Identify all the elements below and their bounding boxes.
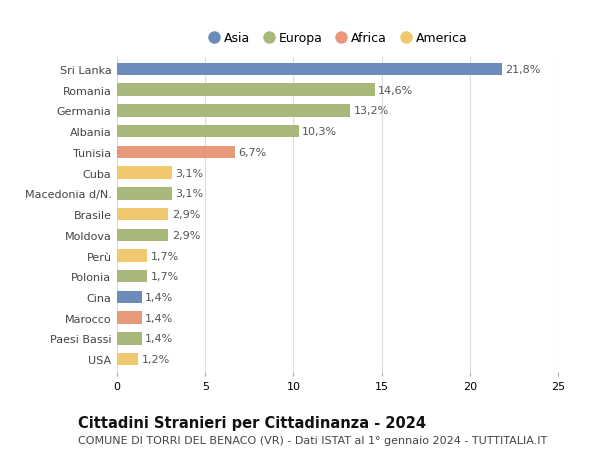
Bar [117, 64, 502, 76]
Text: 1,7%: 1,7% [151, 272, 179, 282]
Text: 1,7%: 1,7% [151, 251, 179, 261]
Text: 1,4%: 1,4% [145, 334, 173, 344]
Bar [117, 105, 350, 118]
Bar [117, 332, 142, 345]
Text: 10,3%: 10,3% [302, 127, 337, 137]
Legend: Asia, Europa, Africa, America: Asia, Europa, Africa, America [208, 32, 467, 45]
Text: 14,6%: 14,6% [378, 85, 413, 95]
Text: Cittadini Stranieri per Cittadinanza - 2024: Cittadini Stranieri per Cittadinanza - 2… [78, 415, 426, 431]
Text: 13,2%: 13,2% [353, 106, 389, 116]
Text: 3,1%: 3,1% [175, 168, 203, 178]
Text: 2,9%: 2,9% [172, 230, 200, 240]
Bar [117, 250, 147, 262]
Bar [117, 353, 138, 365]
Text: 21,8%: 21,8% [505, 65, 541, 75]
Bar [117, 312, 142, 324]
Bar [117, 188, 172, 200]
Bar [117, 146, 235, 159]
Bar [117, 84, 374, 97]
Text: 1,4%: 1,4% [145, 313, 173, 323]
Bar [117, 126, 299, 138]
Bar [117, 167, 172, 179]
Text: 6,7%: 6,7% [239, 147, 267, 157]
Text: 3,1%: 3,1% [175, 189, 203, 199]
Text: COMUNE DI TORRI DEL BENACO (VR) - Dati ISTAT al 1° gennaio 2024 - TUTTITALIA.IT: COMUNE DI TORRI DEL BENACO (VR) - Dati I… [78, 435, 547, 445]
Text: 1,2%: 1,2% [142, 354, 170, 364]
Bar [117, 229, 168, 241]
Text: 2,9%: 2,9% [172, 210, 200, 219]
Bar [117, 208, 168, 221]
Bar [117, 270, 147, 283]
Text: 1,4%: 1,4% [145, 292, 173, 302]
Bar [117, 291, 142, 303]
